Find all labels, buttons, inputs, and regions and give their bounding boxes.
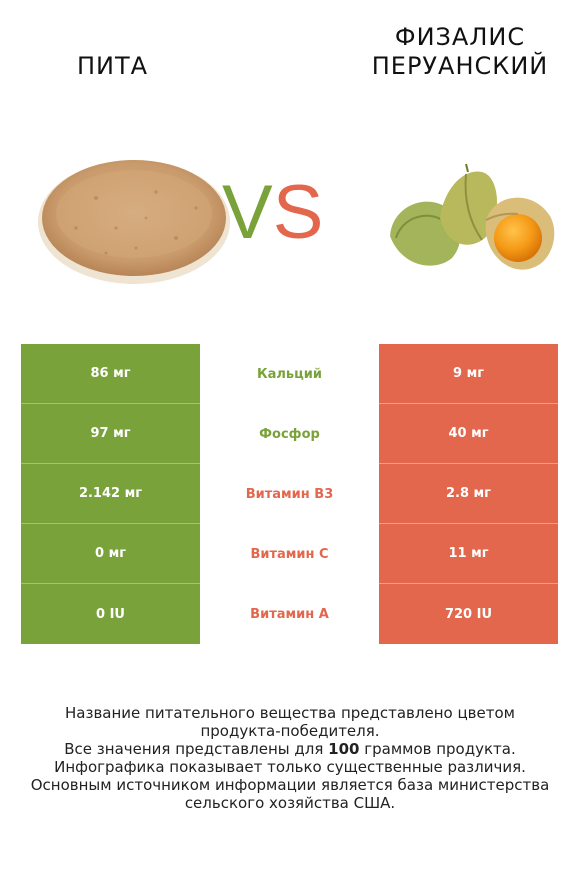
footer-line: Все значения представлены для 100 граммо… — [0, 740, 580, 758]
left-value: 86 мг — [21, 344, 200, 404]
nutrient-name: Витамин C — [200, 524, 379, 584]
pita-image — [38, 160, 230, 284]
right-value: 2.8 мг — [379, 464, 558, 524]
table-row: 2.142 мг Витамин B3 2.8 мг — [21, 464, 558, 524]
right-value: 11 мг — [379, 524, 558, 584]
nutrient-name: Фосфор — [200, 404, 379, 464]
footer-bold-value: 100 — [328, 740, 360, 758]
nutrient-name: Витамин A — [200, 584, 379, 644]
footer-line: Основным источником информации является … — [30, 776, 550, 794]
left-value: 0 мг — [21, 524, 200, 584]
physalis-image — [390, 163, 555, 270]
footer-line: Инфографика показывает только существенн… — [54, 758, 526, 776]
footer-notes: Название питательного вещества представл… — [0, 704, 580, 812]
right-value: 40 мг — [379, 404, 558, 464]
table-row: 86 мг Кальций 9 мг — [21, 344, 558, 404]
vs-s-letter: S — [272, 170, 324, 255]
nutrient-comparison-table: 86 мг Кальций 9 мг 97 мг Фосфор 40 мг 2.… — [21, 344, 558, 644]
right-value: 9 мг — [379, 344, 558, 404]
right-product-title: ФИЗАЛИС ПЕРУАНСКИЙ — [340, 23, 580, 81]
left-value: 97 мг — [21, 404, 200, 464]
footer-text: Все значения представлены для — [64, 740, 329, 758]
right-title-line1: ФИЗАЛИС — [394, 23, 526, 51]
footer-line: продукта-победителя. — [200, 722, 380, 740]
footer-line: сельского хозяйства США. — [184, 794, 396, 812]
vs-label: VS — [222, 168, 352, 258]
table-row: 0 мг Витамин C 11 мг — [21, 524, 558, 584]
left-value: 2.142 мг — [21, 464, 200, 524]
table-row: 0 IU Витамин A 720 IU — [21, 584, 558, 644]
left-value: 0 IU — [21, 584, 200, 644]
nutrient-name: Витамин B3 — [200, 464, 379, 524]
footer-text: граммов продукта. — [359, 740, 516, 758]
table-row: 97 мг Фосфор 40 мг — [21, 404, 558, 464]
right-value: 720 IU — [379, 584, 558, 644]
left-product-title: ПИТА — [76, 52, 149, 80]
vs-v-letter: V — [222, 170, 273, 255]
footer-line: Название питательного вещества представл… — [65, 704, 515, 722]
nutrient-name: Кальций — [200, 344, 379, 404]
right-title-line2: ПЕРУАНСКИЙ — [371, 52, 549, 80]
